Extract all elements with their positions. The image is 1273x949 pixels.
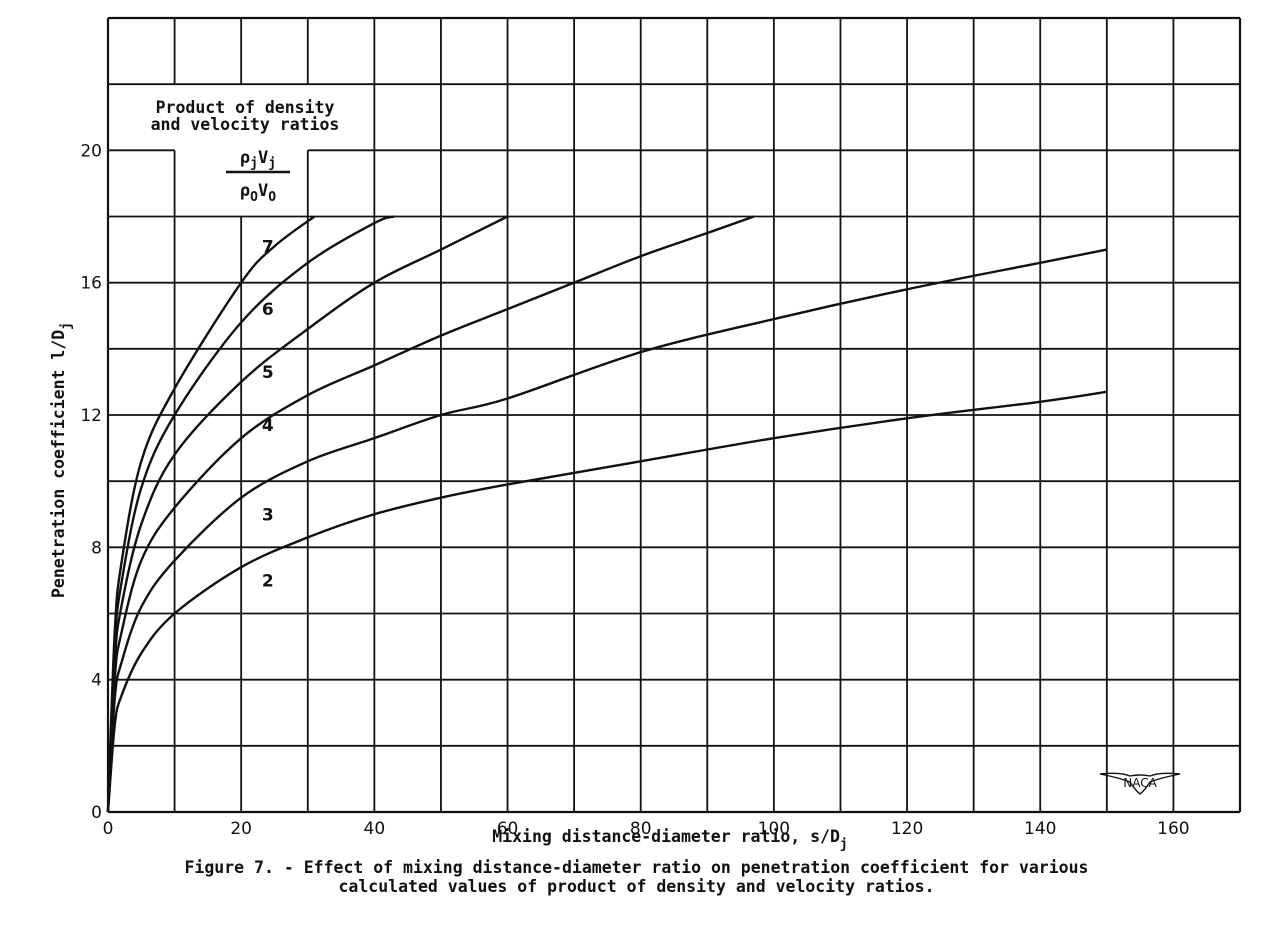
x-tick-label: 0	[103, 819, 114, 839]
x-tick-label: 120	[891, 819, 923, 839]
naca-logo: NACA	[1099, 772, 1181, 795]
y-tick-label: 12	[80, 406, 102, 426]
axis-ticks: 0 20 40 60 80 100 120 140 160 0 4 8 12 16 20	[80, 141, 1189, 839]
x-tick-label: 160	[1157, 819, 1189, 839]
curve-label-6: 6	[262, 300, 274, 320]
curve-2	[106, 390, 1107, 813]
curve-label-3: 3	[262, 505, 274, 525]
curve-label-2: 2	[262, 571, 274, 591]
curve-3	[106, 248, 1108, 813]
curve-label-4: 4	[262, 416, 274, 436]
caption-line-1: Figure 7. - Effect of mixing distance-di…	[184, 858, 1089, 877]
x-tick-label: 100	[758, 819, 790, 839]
curve-7	[106, 215, 316, 813]
x-tick-label: 80	[630, 819, 652, 839]
curve-label-5: 5	[262, 363, 274, 383]
y-tick-label: 4	[91, 671, 102, 691]
figure-caption: Figure 7. - Effect of mixing distance-di…	[0, 858, 1273, 896]
curve-6	[106, 215, 395, 813]
x-tick-label: 40	[364, 819, 386, 839]
y-tick-label: 20	[80, 141, 102, 161]
curve-labels: 2 3 4 5 6 7	[262, 237, 274, 591]
grid-lines	[106, 16, 1242, 814]
x-tick-label: 140	[1024, 819, 1056, 839]
svg-text:Mixing distance-diameter ratio: Mixing distance-diameter ratio, s/Dj	[492, 827, 848, 852]
y-tick-label: 16	[80, 274, 102, 294]
y-tick-label: 0	[91, 803, 102, 823]
x-axis-label: Mixing distance-diameter ratio, s/Dj	[492, 827, 848, 852]
legend: Product of density and velocity ratios ρ…	[151, 98, 340, 205]
legend-formula-denominator: ρOVO	[240, 181, 276, 205]
caption-line-2: calculated values of product of density …	[338, 877, 935, 896]
y-tick-label: 8	[91, 538, 102, 558]
legend-title-line2: and velocity ratios	[151, 115, 340, 134]
data-curves	[106, 215, 1108, 813]
legend-title-line1: Product of density	[156, 98, 335, 117]
curve-4	[106, 215, 755, 813]
svg-text:Penetration coefficient l/Dj: Penetration coefficient l/Dj	[49, 322, 74, 598]
x-tick-label: 60	[497, 819, 519, 839]
curve-label-7: 7	[262, 237, 274, 257]
y-axis-label: Penetration coefficient l/Dj	[49, 322, 74, 598]
svg-text:NACA: NACA	[1123, 776, 1157, 790]
x-tick-label: 20	[230, 819, 252, 839]
legend-formula-numerator: ρjVj	[240, 148, 276, 171]
chart: 0 20 40 60 80 100 120 140 160 0 4 8 12 16 20 Product o…	[49, 16, 1242, 852]
